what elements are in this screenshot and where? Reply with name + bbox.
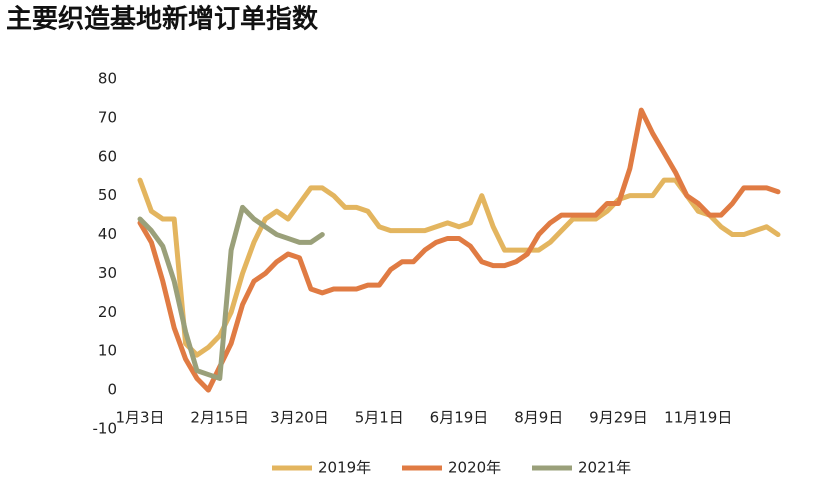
y-tick-label: 80: [98, 70, 117, 88]
y-tick-label: 20: [98, 303, 117, 321]
series-line: [137, 107, 781, 393]
x-tick-label: 11月19日: [664, 409, 732, 427]
legend-label: 2020年: [448, 459, 501, 477]
series-line: [137, 204, 325, 381]
x-tick-label: 6月19日: [430, 409, 489, 427]
y-tick-label: 30: [98, 264, 117, 282]
y-tick-label: 60: [98, 147, 117, 165]
legend-label: 2019年: [318, 459, 371, 477]
y-tick-label: -10: [93, 420, 118, 438]
x-tick-label: 9月29日: [589, 409, 648, 427]
chart-title: 主要织造基地新增订单指数: [6, 4, 319, 35]
x-tick-label: 8月9日: [514, 409, 563, 427]
series-line: [137, 177, 781, 358]
x-tick-label: 5月1日: [355, 409, 404, 427]
x-tick-label: 1月3日: [115, 409, 164, 427]
y-tick-label: 70: [98, 108, 117, 126]
y-tick-label: 10: [98, 342, 117, 360]
y-tick-label: 50: [98, 186, 117, 204]
y-tick-label: 0: [107, 381, 117, 399]
y-tick-label: 40: [98, 225, 117, 243]
legend-label: 2021年: [578, 459, 631, 477]
x-tick-label: 3月20日: [270, 409, 329, 427]
x-tick-label: 2月15日: [190, 409, 249, 427]
